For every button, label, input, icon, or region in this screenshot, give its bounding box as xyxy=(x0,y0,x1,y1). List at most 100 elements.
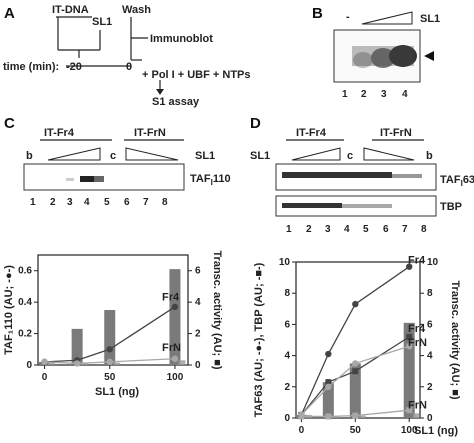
y-right-tick-label: 6 xyxy=(427,319,433,330)
panel-c-letter: C xyxy=(4,115,15,132)
panel-b-arrowhead xyxy=(424,51,434,61)
d-wedge-fr4 xyxy=(291,147,341,161)
y-left-tick-label: 10 xyxy=(279,257,291,268)
c-lane-4: 4 xyxy=(84,197,90,208)
b-lane-2: 2 xyxy=(361,89,367,100)
d-xlabel: SL1 (ng) xyxy=(414,425,458,437)
d-lane-8: 8 xyxy=(421,224,427,235)
c-lane-6: 6 xyxy=(124,197,130,208)
y-right-tick-label: 2 xyxy=(195,329,201,340)
y-right-tick-label: 8 xyxy=(427,288,433,299)
c-lane-1: 1 xyxy=(30,197,36,208)
c-lane-c: c xyxy=(110,150,116,162)
panel-b-minus: - xyxy=(346,11,350,23)
d-label-frn-low: FrN xyxy=(408,400,427,412)
point-frn xyxy=(406,407,413,414)
d-lane-4: 4 xyxy=(344,224,350,235)
d-group1-label: IT-Fr4 xyxy=(296,127,327,139)
panel-a: A IT-DNA SL1 Wash Immunoblot time (min):… xyxy=(3,4,251,108)
point-fr4 xyxy=(325,350,332,358)
c-lane-5: 5 xyxy=(104,197,110,208)
y-left-tick-label: 0 xyxy=(26,360,32,371)
b-lane-1: 1 xyxy=(342,89,348,100)
x-tick-label: 100 xyxy=(167,372,184,383)
c-wedge-fr4 xyxy=(47,147,101,161)
c-sl1-label: SL1 xyxy=(195,150,215,162)
immunoblot-label: Immunoblot xyxy=(150,33,213,45)
b-smear xyxy=(352,46,414,66)
panel-c-blot: C IT-Fr4 IT-FrN b c SL1 TAFI110 1 2 3 4 … xyxy=(4,115,231,208)
panel-b-sl1-label: SL1 xyxy=(420,13,440,25)
y-right-tick-label: 6 xyxy=(195,266,201,277)
time-label: time (min): xyxy=(3,61,59,73)
c-group1-label: IT-Fr4 xyxy=(44,127,75,139)
bar-fr4 xyxy=(403,322,415,418)
time-minus20: -20 xyxy=(66,61,82,73)
line-frn xyxy=(300,345,410,416)
line-fr4 xyxy=(300,336,410,416)
chart-c: 0 0.2 0.4 0.6 0 2 4 6 0 50 100 Fr4 FrN SL1 (ng) TAF₁11… xyxy=(3,250,223,398)
b-lane4-band xyxy=(389,45,417,67)
y-left-tick-label: 6 xyxy=(284,319,290,330)
d-sl1-label: SL1 xyxy=(250,150,270,162)
d-lane-6: 6 xyxy=(383,224,389,235)
point-fr4 xyxy=(171,303,179,311)
c-band-4 xyxy=(80,176,94,182)
y-right-tick-label: 0 xyxy=(427,413,433,424)
y-left-tick-label: 2 xyxy=(284,382,290,393)
point-frn xyxy=(106,358,113,366)
d-lane-1: 1 xyxy=(286,224,292,235)
bar-fr4 xyxy=(104,310,116,365)
c-lane-7: 7 xyxy=(143,197,149,208)
y-right-tick-label: 2 xyxy=(427,382,433,393)
point-frn xyxy=(352,412,359,419)
c-series-label-frn: FrN xyxy=(162,342,181,354)
y-right-tick-label: 10 xyxy=(427,257,439,268)
point-frn xyxy=(171,355,179,362)
d-band-tbp xyxy=(282,203,342,208)
b-lane-4: 4 xyxy=(402,89,408,100)
b-lane3-band xyxy=(371,48,395,68)
time-zero: 0 xyxy=(126,61,132,73)
y-left-tick-label: 0 xyxy=(284,413,290,424)
c-lane-8: 8 xyxy=(162,197,168,208)
point-fr4 xyxy=(325,379,332,386)
d-band-taf xyxy=(282,172,392,178)
point-frn xyxy=(298,413,305,420)
panel-b-letter: B xyxy=(312,5,323,22)
b-lane2-band xyxy=(353,52,373,68)
c-lane-2: 2 xyxy=(50,197,56,208)
c-ylabel-left: TAF₁110 (AU; -●-) xyxy=(3,265,15,355)
bar-frn xyxy=(178,360,186,365)
bar-frn xyxy=(358,415,366,418)
y-left-tick-label: 4 xyxy=(284,351,290,362)
d-band-tbp-weak xyxy=(342,204,392,208)
bar-fr4 xyxy=(322,382,334,418)
line-fr4 xyxy=(300,266,410,416)
d-band-taf-weak xyxy=(392,174,422,178)
d-lane-c: c xyxy=(347,150,353,162)
d-lane-2: 2 xyxy=(306,224,312,235)
point-fr4 xyxy=(406,333,413,340)
it-dna-label: IT-DNA xyxy=(52,4,89,16)
d-label-fr4-mid: Fr4 xyxy=(408,323,426,335)
panel-a-sl1-label: SL1 xyxy=(92,16,112,28)
d-lane-3: 3 xyxy=(325,224,331,235)
d-band2-label: TBP xyxy=(440,201,462,213)
c-lane-3: 3 xyxy=(67,197,73,208)
c-ylabel-right: Transc. activity (AU; ■) xyxy=(211,250,223,369)
point-fr4 xyxy=(106,346,113,353)
panel-b-sl1-wedge xyxy=(361,11,413,25)
point-frn xyxy=(325,413,332,420)
x-tick-label: 50 xyxy=(104,372,116,383)
bar-fr4 xyxy=(349,363,361,418)
x-tick-label: 0 xyxy=(299,425,305,436)
point-frn xyxy=(73,360,81,367)
bar-fr4 xyxy=(169,269,181,365)
additions-label: + Pol I + UBF + NTPs xyxy=(142,69,251,81)
s1-arrow-head xyxy=(156,89,164,95)
panel-a-letter: A xyxy=(4,5,15,22)
d-lane-b: b xyxy=(426,150,433,162)
